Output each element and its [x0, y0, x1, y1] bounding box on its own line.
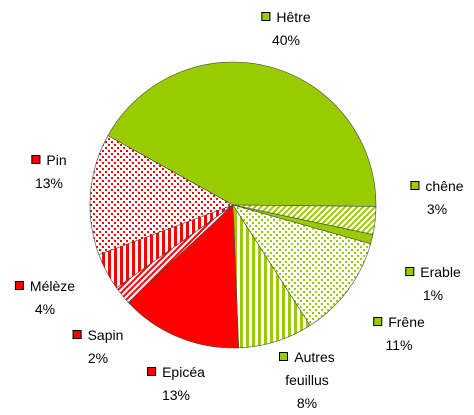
- legend-entry: Sapin: [72, 324, 124, 347]
- slice-label: Hêtre 40%: [261, 6, 311, 52]
- legend-entry: chêne: [410, 175, 464, 198]
- category-name: Frêne: [388, 314, 425, 330]
- category-name: Erable: [420, 264, 461, 280]
- legend-marker: [373, 317, 383, 326]
- pie-slice: [89, 135, 234, 255]
- slice-label: Autres feuillus 8%: [272, 346, 342, 415]
- category-name: Sapin: [87, 327, 124, 343]
- value-label: 13%: [34, 175, 64, 191]
- legend-marker: [147, 367, 157, 376]
- pie-slice: [232, 204, 372, 326]
- value-label: 1%: [422, 287, 444, 303]
- category-name: Epicéa: [162, 364, 205, 380]
- legend-marker: [410, 181, 420, 190]
- slice-label: Erable 1%: [405, 261, 461, 307]
- legend-marker: [14, 281, 24, 290]
- value-label: 13%: [161, 387, 191, 403]
- value-label: 3%: [426, 201, 448, 217]
- legend-entry: Epicéa: [147, 361, 205, 384]
- legend-entry: Hêtre: [261, 6, 311, 29]
- value-label: 2%: [87, 350, 109, 366]
- slice-label: Sapin 2%: [72, 324, 124, 370]
- legend-marker: [279, 352, 289, 361]
- pie-slice: [107, 61, 377, 207]
- pie-slice: [127, 204, 239, 349]
- slice-label: Epicéa 13%: [147, 361, 205, 407]
- category-name: Pin: [46, 152, 67, 168]
- slice-label: chêne 3%: [410, 175, 464, 221]
- legend-entry: Frêne: [373, 311, 425, 334]
- value-label: 11%: [385, 337, 413, 353]
- slice-label: Frêne 11%: [373, 311, 425, 357]
- category-name: Autres feuillus: [285, 349, 335, 388]
- slice-label: Mélèze 4%: [14, 275, 76, 321]
- value-label: 40%: [271, 32, 301, 48]
- legend-entry: Autres feuillus: [272, 346, 342, 392]
- legend-marker: [261, 12, 271, 21]
- category-name: chêne: [425, 178, 464, 194]
- legend-marker: [405, 267, 415, 276]
- value-label: 8%: [296, 395, 318, 411]
- legend-entry: Mélèze: [14, 275, 76, 298]
- legend-marker: [31, 155, 41, 164]
- category-name: Hêtre: [276, 9, 311, 25]
- legend-marker: [72, 330, 82, 339]
- legend-entry: Erable: [405, 261, 461, 284]
- category-name: Mélèze: [29, 278, 76, 294]
- legend-entry: Pin: [31, 149, 67, 172]
- slice-label: Pin 13%: [31, 149, 67, 195]
- value-label: 4%: [34, 301, 56, 317]
